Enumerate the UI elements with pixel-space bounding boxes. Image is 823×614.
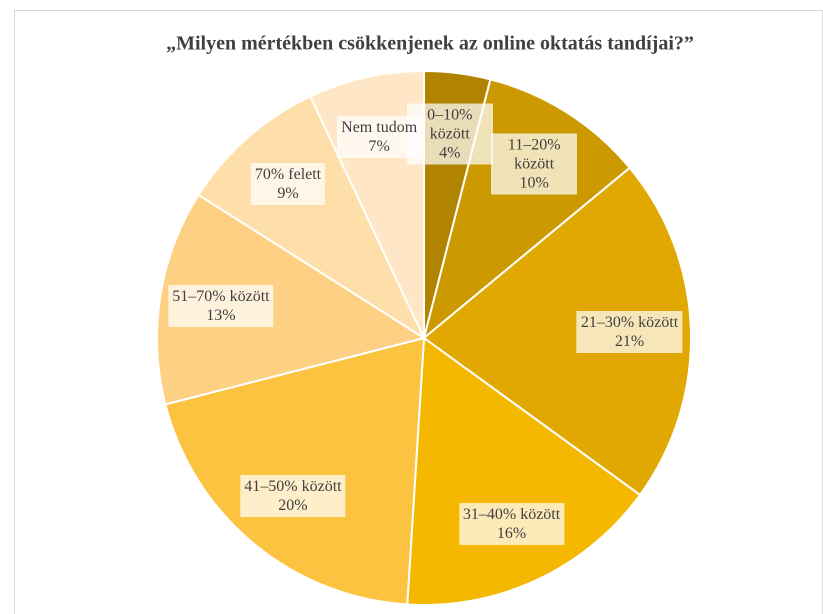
category-label: 11–20% között (507, 136, 561, 173)
category-label: 31–40% között (462, 506, 561, 524)
data-label: 11–20% között 10% (491, 133, 578, 195)
category-label: 0–10% között (427, 106, 473, 143)
data-label: 41–50% között 20% (240, 475, 346, 518)
value-label: 21% (614, 332, 645, 350)
category-label: Nem tudom (341, 119, 418, 137)
category-label: 41–50% között (244, 478, 342, 496)
category-label: 51–70% között (172, 287, 270, 305)
pie-slice (164, 336, 426, 606)
data-label: Nem tudom 7% (337, 116, 422, 159)
value-label: 7% (368, 138, 390, 156)
value-label: 16% (496, 525, 527, 543)
value-label: 13% (206, 306, 236, 324)
data-label: 31–40% között 16% (458, 503, 565, 546)
chart-title: „Milyen mértékben csökkenjenek az online… (166, 33, 694, 55)
data-label: 0–10% között 4% (406, 103, 493, 165)
data-label: 21–30% között 21% (576, 310, 683, 353)
value-label: 20% (278, 497, 308, 515)
category-label: 21–30% között (580, 313, 679, 331)
value-label: 10% (519, 174, 549, 192)
data-label: 51–70% között 13% (168, 284, 274, 327)
value-label: 4% (439, 144, 461, 162)
pie-slice (156, 193, 427, 406)
data-label: 70% felett 9% (250, 162, 326, 205)
value-label: 9% (277, 184, 299, 202)
pie-slice (197, 95, 427, 341)
pie-slice (422, 166, 692, 497)
category-label: 70% felett (254, 165, 322, 183)
